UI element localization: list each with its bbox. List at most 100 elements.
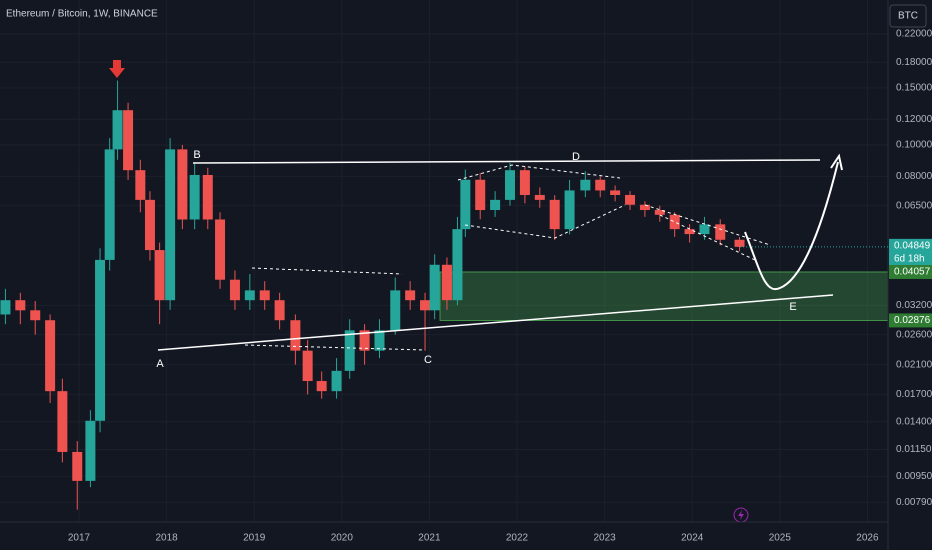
- candle-body: [189, 174, 200, 220]
- candle-body: [290, 320, 301, 351]
- candle-body: [610, 190, 621, 195]
- label-a: A: [156, 358, 164, 370]
- peak-marker: [109, 60, 125, 78]
- candle-body: [429, 264, 440, 311]
- candle-body: [734, 239, 745, 247]
- candle-body: [0, 300, 11, 315]
- candle-body: [505, 170, 516, 200]
- x-tick-label: 2017: [68, 533, 91, 544]
- pattern-top: [457, 164, 621, 181]
- candle-body: [144, 199, 155, 251]
- candle-body: [202, 174, 213, 220]
- candle-body: [57, 391, 68, 452]
- candle-body: [715, 224, 726, 240]
- candle-body: [229, 279, 240, 301]
- y-tick-label: 0.08000: [896, 171, 932, 182]
- candle-body: [215, 219, 226, 280]
- candle-body: [669, 214, 680, 230]
- y-tick-label: 0.15000: [896, 83, 932, 94]
- candle-body: [344, 330, 355, 371]
- range-bottom: [244, 344, 426, 351]
- arrow-head: [830, 153, 843, 171]
- pattern-bottom: [464, 204, 626, 239]
- last-price-label: 0.04849: [894, 241, 931, 252]
- candle-body: [123, 110, 134, 171]
- candle-body: [452, 229, 463, 301]
- candle-body: [244, 290, 255, 301]
- event-bolt: [738, 510, 744, 520]
- y-tick-label: 0.00790: [896, 497, 932, 508]
- candle-body: [135, 170, 146, 200]
- candle-body: [316, 381, 327, 392]
- x-tick-label: 2022: [506, 533, 529, 544]
- y-tick-label: 0.01150: [896, 444, 932, 455]
- drawings: [157, 153, 843, 351]
- candle-body: [95, 259, 106, 421]
- candle-body: [274, 300, 285, 321]
- candle-body: [580, 179, 591, 191]
- candle-body: [331, 370, 342, 392]
- candle-body: [30, 310, 41, 321]
- label-b: B: [193, 149, 200, 161]
- candle-body: [390, 290, 401, 331]
- axes: 0.22000 0.18000 0.15000 0.12000 0.10000 0.080…: [68, 29, 932, 544]
- candle-body: [45, 320, 56, 392]
- y-tick-label: 0.02600: [896, 329, 932, 340]
- y-tick-label: 0.12000: [896, 114, 932, 125]
- wedge-top: [644, 204, 771, 246]
- candle-body: [654, 210, 665, 215]
- x-tick-label: 2025: [769, 533, 792, 544]
- candle-body: [441, 264, 452, 301]
- candle-body: [549, 199, 560, 230]
- currency-label: BTC: [898, 11, 918, 22]
- y-tick-label: 0.06500: [896, 200, 932, 211]
- candle-body: [519, 170, 530, 195]
- zone-price-box: [889, 264, 932, 279]
- grid: [0, 0, 888, 522]
- zone-price-label: 0.02876: [894, 315, 931, 326]
- candle-body: [359, 330, 370, 351]
- candle-body: [374, 330, 385, 351]
- candle-body: [259, 290, 270, 301]
- candle-body: [639, 204, 650, 211]
- range-top: [251, 267, 403, 275]
- candle-body: [564, 190, 575, 230]
- candle-body: [112, 110, 123, 150]
- candle-body: [595, 179, 606, 191]
- y-tick-label: 0.01700: [896, 389, 932, 400]
- candle-body: [625, 194, 636, 205]
- candle-body: [684, 229, 695, 235]
- candle-body: [72, 451, 83, 481]
- zone-price-label: 0.04057: [894, 267, 931, 278]
- candle-body: [420, 300, 431, 311]
- x-tick-label: 2024: [681, 533, 704, 544]
- candle-body: [165, 149, 176, 301]
- candle-body: [534, 194, 545, 200]
- candles: [0, 80, 745, 510]
- x-tick-label: 2021: [418, 533, 441, 544]
- last-price-box: [889, 238, 932, 267]
- zone-price-box: [889, 313, 932, 328]
- y-tick-label: 0.22000: [896, 29, 932, 40]
- candle-body: [15, 300, 26, 311]
- label-d: D: [572, 151, 580, 163]
- candle-body: [177, 149, 188, 220]
- x-tick-label: 2026: [856, 533, 879, 544]
- candle-body: [302, 350, 313, 382]
- chart-title: Ethereum / Bitcoin, 1W, BINANCE: [6, 9, 158, 20]
- candle-body: [405, 290, 416, 301]
- candle-body: [490, 199, 501, 211]
- y-tick-label: 0.01400: [896, 416, 932, 427]
- candle-body: [699, 224, 710, 235]
- candle-body: [460, 179, 471, 230]
- countdown-label: 6d 18h: [894, 254, 925, 265]
- resistance-line: [192, 159, 821, 164]
- y-tick-label: 0.10000: [896, 140, 932, 151]
- x-tick-label: 2018: [155, 533, 178, 544]
- support-line: [157, 294, 834, 351]
- currency-button[interactable]: [889, 4, 927, 28]
- x-tick-label: 2023: [593, 533, 616, 544]
- label-e: E: [789, 301, 796, 313]
- candle-body: [85, 420, 96, 481]
